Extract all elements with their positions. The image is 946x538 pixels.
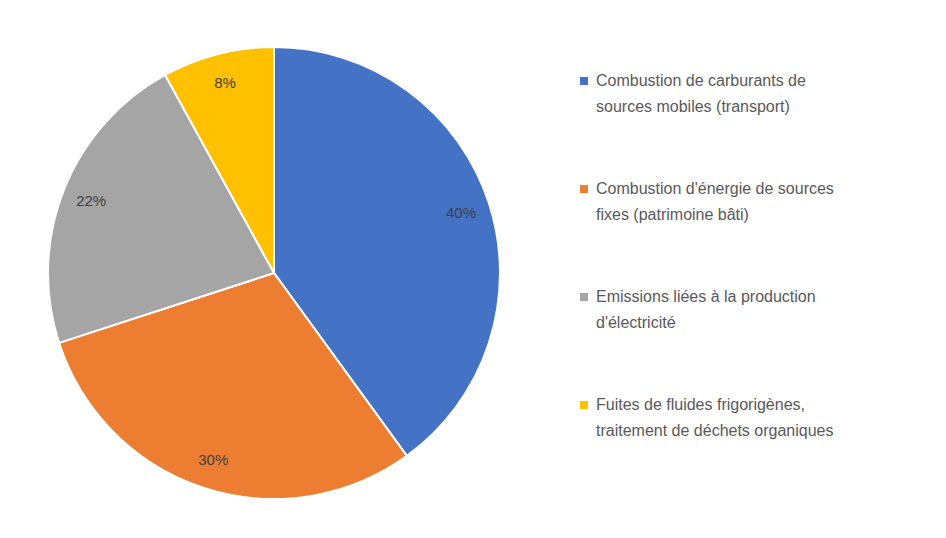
svg-text:40%: 40% bbox=[446, 204, 476, 221]
svg-text:30%: 30% bbox=[198, 451, 228, 468]
html-text:Fuites de fluides frigorigènes: Fuites de fluides frigorigènes, traiteme… bbox=[596, 396, 834, 439]
svg-text:22%: 22% bbox=[76, 192, 106, 209]
svg-text:8%: 8% bbox=[214, 74, 236, 91]
html-text:Emissions liées à la productio: Emissions liées à la production d'électr… bbox=[596, 288, 816, 331]
html-text:Combustion de carburants de so: Combustion de carburants de sources mobi… bbox=[596, 72, 806, 115]
html-text:Combustion d'énergie de source: Combustion d'énergie de sources fixes (p… bbox=[596, 180, 834, 223]
